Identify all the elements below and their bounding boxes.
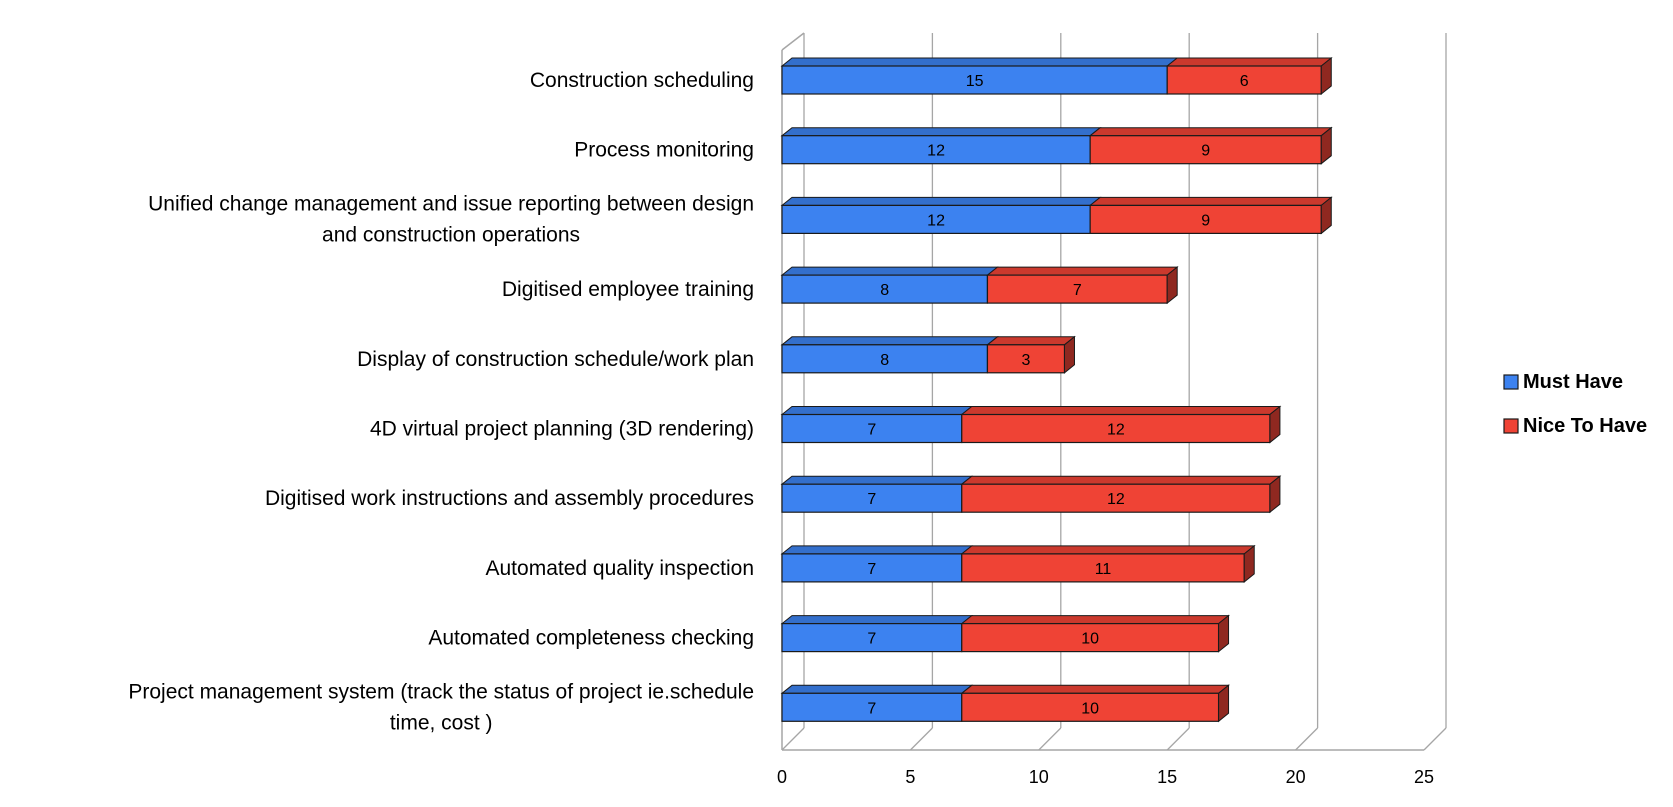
bar-segment [781,204,1091,234]
bar-segment [961,483,1271,513]
bar-top-face [960,475,1282,485]
category-label: Digitised work instructions and assembly… [265,487,754,510]
bar-side-face [1320,196,1332,235]
bar-side-face [1320,56,1332,96]
bar-segment [1089,204,1322,234]
data-label: 12 [1107,491,1125,508]
data-label: 7 [867,631,876,648]
category-label: Digitised employee training [502,278,754,301]
bar-top-face [960,684,1230,694]
bar-top-face [780,127,1102,137]
bar-top-face [780,684,974,694]
floor-gridline [781,727,805,751]
category-label: Automated completeness checking [428,627,754,650]
category-label: Construction scheduling [530,69,754,92]
floor-gridline [1295,727,1319,751]
category-label: Project management system (track the sta… [128,680,754,703]
x-tick-label: 15 [1157,767,1177,787]
bar-top-face [986,336,1076,346]
bar-segment [961,692,1220,722]
bar-top-face [780,336,999,346]
data-label: 7 [867,422,876,439]
legend-swatch [1503,418,1519,434]
category-label: Process monitoring [574,139,754,162]
bar-segment [961,622,1220,653]
category-label-line2: time, cost ) [390,711,493,734]
bar-segment [781,622,963,653]
bar-top-face [780,406,974,415]
bar-top-face [780,196,1102,206]
data-label: 15 [966,73,984,90]
data-label: 8 [880,352,889,369]
floor-gridline [1166,727,1190,751]
bar-top-face [1165,57,1333,67]
legend-label: Must Have [1523,371,1623,393]
bar-top-face [780,545,974,555]
bar-top-face [1088,196,1333,206]
category-label: Display of construction schedule/work pl… [357,348,754,371]
bar-side-face [1218,614,1230,653]
data-label: 7 [1073,282,1082,299]
data-label: 7 [867,561,876,578]
bar-top-face [960,406,1282,415]
bar-top-face [1088,127,1333,137]
bar-segment [781,65,1168,95]
bar-segment [1166,65,1322,95]
data-label: 12 [927,212,945,229]
data-label: 11 [1095,561,1112,578]
bar-top-face [986,266,1179,276]
bar-top-face [960,545,1256,555]
legend-label: Nice To Have [1523,415,1647,437]
bar-segment [781,553,963,583]
bar-side-face [1269,405,1281,444]
data-label: 8 [880,282,889,299]
x-tick-label: 10 [1029,767,1049,787]
floor-gridline [1423,727,1447,751]
bar-top-face [960,615,1230,625]
bar-segment [781,483,963,513]
bar-segment [781,344,989,374]
bar-segment [961,553,1245,583]
data-label: 10 [1081,700,1099,717]
bar-side-face [1269,475,1281,514]
legend-swatch [1503,374,1519,390]
category-label-line2: and construction operations [322,223,580,246]
data-label: 12 [927,143,945,160]
bar-side-face [1166,266,1178,305]
bar-top-face [780,57,1179,67]
bar-top-face [780,266,999,276]
category-label: Unified change management and issue repo… [148,192,754,215]
bar-segment [1089,135,1322,165]
bar-segment [781,274,989,304]
data-label: 9 [1201,212,1210,229]
data-label: 12 [1107,422,1125,439]
bar-top-face [780,475,974,485]
bar-side-face [1063,335,1075,374]
data-label: 9 [1201,143,1210,160]
bar-segment [986,274,1168,304]
floor-gridline [1038,727,1062,751]
category-label: Automated quality inspection [486,557,755,580]
x-tick-label: 0 [777,767,787,787]
bar-side-face [1218,684,1230,723]
x-tick-label: 25 [1414,767,1434,787]
floor-gridline [909,727,933,751]
category-label: 4D virtual project planning (3D renderin… [370,418,754,441]
bar-side-face [1243,544,1255,583]
bar-top-face [780,615,974,625]
data-label: 3 [1022,352,1031,369]
data-label: 7 [867,491,876,508]
data-label: 7 [867,700,876,717]
x-tick-label: 20 [1286,767,1306,787]
axis-left-wall-top [781,32,805,51]
data-label: 10 [1081,631,1099,648]
data-label: 6 [1240,73,1249,90]
bar-side-face [1320,126,1332,165]
x-tick-label: 5 [905,767,915,787]
